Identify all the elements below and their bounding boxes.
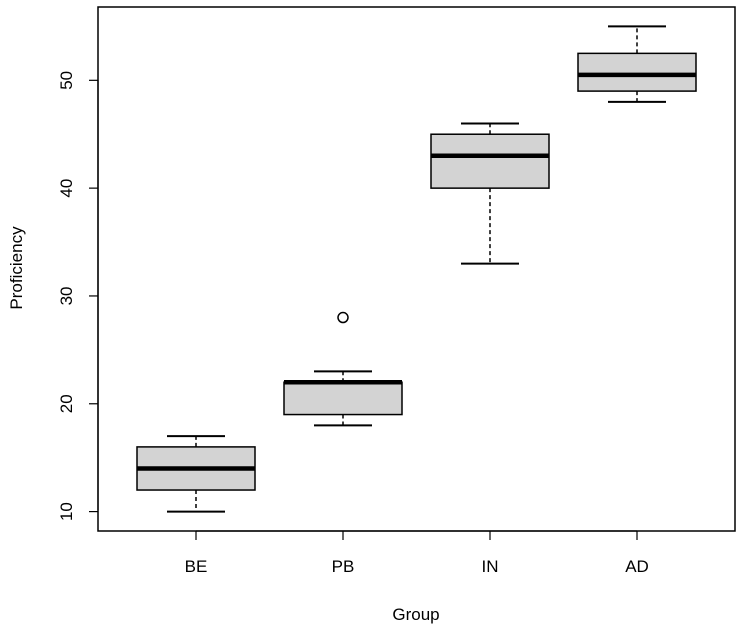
x-axis-title: Group (392, 605, 439, 624)
box-group (577, 25, 697, 103)
boxplot-marks (136, 25, 697, 513)
box-group (283, 311, 403, 427)
x-tick-label: PB (332, 557, 355, 576)
box-iqr (283, 381, 403, 416)
outlier-point (337, 311, 349, 324)
x-tick-label: AD (625, 557, 649, 576)
y-tick-label: 30 (57, 286, 76, 305)
x-axis: BE PB IN AD (185, 530, 649, 576)
y-axis-title: Proficiency (7, 226, 26, 310)
y-axis: 10 20 30 40 50 (57, 71, 99, 521)
y-tick-label: 40 (57, 179, 76, 198)
x-tick-label: IN (482, 557, 499, 576)
box-group (430, 122, 550, 265)
box-iqr (430, 133, 550, 189)
box-iqr (577, 52, 697, 92)
y-tick-label: 10 (57, 502, 76, 521)
x-tick-label: BE (185, 557, 208, 576)
y-tick-label: 50 (57, 71, 76, 90)
y-tick-label: 20 (57, 394, 76, 413)
box-group (136, 435, 256, 513)
